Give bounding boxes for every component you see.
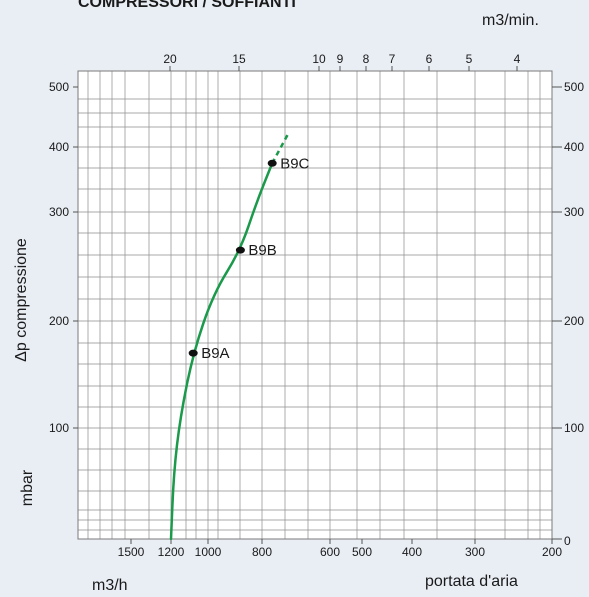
x-axis-label: portata d'aria xyxy=(425,573,518,590)
top-axis-unit: m3/min. xyxy=(482,12,539,29)
data-point-label: B9B xyxy=(248,242,276,259)
top-tick-label: 4 xyxy=(514,52,521,66)
left-tick-label: 300 xyxy=(49,205,69,219)
y-axis-unit: mbar xyxy=(19,469,36,506)
bottom-left-unit: m3/h xyxy=(92,577,128,594)
right-tick-label: 200 xyxy=(564,314,584,328)
left-axis: 500 400 300 200 100 xyxy=(49,80,78,435)
right-tick-label: 100 xyxy=(564,421,584,435)
left-tick-label: 100 xyxy=(49,421,69,435)
bottom-tick-label: 800 xyxy=(252,545,272,559)
top-tick-label: 7 xyxy=(389,52,396,66)
data-point-label: B9A xyxy=(201,345,229,362)
chart-title: COMPRESSORI / SOFFIANTI xyxy=(78,0,296,11)
bottom-tick-label: 300 xyxy=(465,545,485,559)
left-tick-label: 400 xyxy=(49,140,69,154)
left-tick-label: 200 xyxy=(49,314,69,328)
plot-area xyxy=(78,71,552,539)
bottom-tick-label: 1000 xyxy=(195,545,222,559)
top-tick-label: 8 xyxy=(363,52,370,66)
top-tick-label: 9 xyxy=(337,52,344,66)
right-tick-label: 300 xyxy=(564,205,584,219)
markers-layer: B9A B9B B9C xyxy=(188,155,310,362)
right-tick-label: 0 xyxy=(564,534,571,548)
left-tick-label: 500 xyxy=(49,80,69,94)
top-tick-label: 10 xyxy=(312,52,326,66)
top-tick-label: 15 xyxy=(232,52,246,66)
bottom-tick-label: 600 xyxy=(320,545,340,559)
bottom-tick-label: 400 xyxy=(402,545,422,559)
grid xyxy=(78,71,552,539)
top-tick-label: 6 xyxy=(426,52,433,66)
bottom-tick-label: 1200 xyxy=(158,545,185,559)
data-point xyxy=(267,159,277,167)
data-point-label: B9C xyxy=(280,155,309,172)
top-axis: 20 15 10 9 8 7 6 5 4 xyxy=(163,52,521,71)
bottom-tick-label: 1500 xyxy=(118,545,145,559)
top-tick-label: 5 xyxy=(466,52,473,66)
right-tick-label: 500 xyxy=(564,80,584,94)
data-point xyxy=(188,349,198,357)
data-point xyxy=(235,246,245,254)
bottom-axis: 1500 1200 1000 800 600 500 400 300 200 xyxy=(118,539,562,559)
bottom-tick-label: 500 xyxy=(352,545,372,559)
right-tick-label: 400 xyxy=(564,140,584,154)
right-axis: 500 400 300 200 100 0 xyxy=(552,80,584,548)
plot-border xyxy=(77,70,553,540)
top-tick-label: 20 xyxy=(163,52,177,66)
bottom-tick-label: 200 xyxy=(542,545,562,559)
y-axis-label: Δp compressione xyxy=(13,238,30,362)
